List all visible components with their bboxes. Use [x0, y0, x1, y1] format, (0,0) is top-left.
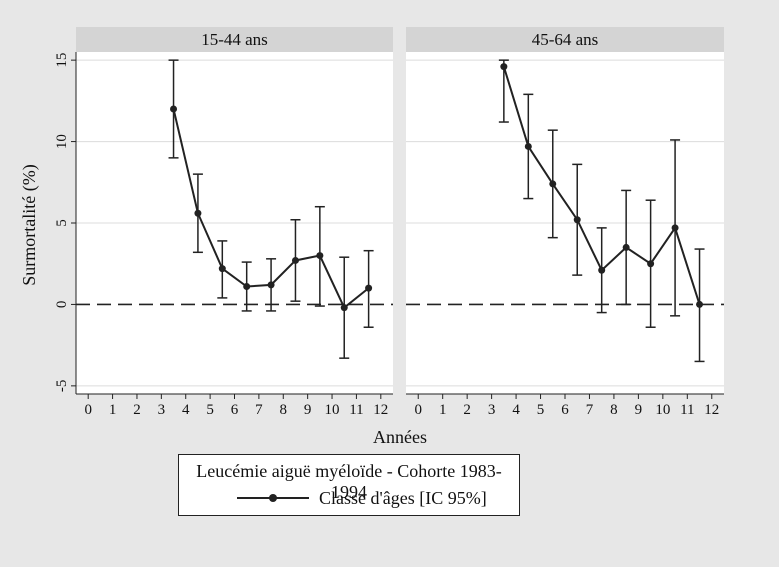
x-tick-label: 3 [488, 402, 496, 418]
x-tick-label: 12 [373, 402, 388, 418]
data-point [365, 284, 373, 292]
y-tick-label: 5 [54, 219, 70, 227]
data-point [316, 252, 324, 260]
data-point [647, 260, 655, 268]
legend-entry: Classe d'âges [IC 95%] [237, 487, 487, 509]
data-point [500, 63, 508, 71]
data-point [549, 180, 557, 188]
y-tick-label: 0 [54, 301, 70, 309]
y-tick-label: 15 [54, 53, 70, 68]
data-point [267, 281, 275, 289]
x-tick-label: 1 [109, 402, 117, 418]
x-tick-label: 3 [158, 402, 166, 418]
panel-title: 15-44 ans [201, 30, 268, 49]
y-axis-label: Surmortalité (%) [19, 164, 40, 285]
x-tick-label: 8 [610, 402, 618, 418]
x-tick-label: 5 [206, 402, 214, 418]
data-point [291, 256, 299, 264]
x-tick-label: 6 [561, 402, 569, 418]
x-tick-label: 2 [463, 402, 471, 418]
x-tick-label: 0 [84, 402, 92, 418]
data-point [340, 304, 348, 312]
x-tick-label: 10 [655, 402, 670, 418]
legend-line-symbol [237, 494, 309, 502]
data-point [671, 224, 679, 232]
legend-title: Leucémie aiguë myéloïde - Cohorte 1983-1… [196, 461, 502, 502]
data-point [524, 142, 532, 150]
data-point [696, 300, 704, 308]
panel-header [76, 27, 393, 52]
x-tick-label: 9 [304, 402, 312, 418]
data-point [194, 209, 202, 217]
x-tick-label: 2 [133, 402, 141, 418]
x-tick-label: 11 [680, 402, 694, 418]
legend: Leucémie aiguë myéloïde - Cohorte 1983-1… [178, 454, 520, 516]
x-tick-label: 5 [537, 402, 545, 418]
x-tick-label: 8 [280, 402, 288, 418]
data-point [218, 265, 226, 273]
x-tick-label: 7 [586, 402, 594, 418]
legend-entry-label: Classe d'âges [IC 95%] [319, 487, 487, 508]
data-point [243, 283, 251, 291]
x-tick-label: 1 [439, 402, 447, 418]
data-point [573, 216, 581, 224]
x-tick-label: 4 [182, 402, 190, 418]
x-tick-label: 0 [414, 402, 422, 418]
x-tick-label: 6 [231, 402, 239, 418]
panel-title: 45-64 ans [532, 30, 599, 49]
data-point [170, 105, 178, 113]
x-tick-label: 10 [325, 402, 340, 418]
legend-marker-symbol [269, 494, 277, 502]
x-tick-label: 11 [349, 402, 363, 418]
x-tick-label: 4 [512, 402, 520, 418]
x-tick-label: 9 [635, 402, 643, 418]
x-tick-label: 7 [255, 402, 263, 418]
panel-header [406, 27, 724, 52]
data-point [622, 243, 630, 251]
data-point [598, 266, 606, 274]
x-axis-label: Années [373, 427, 427, 447]
y-tick-label: -5 [54, 380, 70, 393]
y-tick-label: 10 [54, 134, 70, 149]
x-tick-label: 12 [704, 402, 719, 418]
